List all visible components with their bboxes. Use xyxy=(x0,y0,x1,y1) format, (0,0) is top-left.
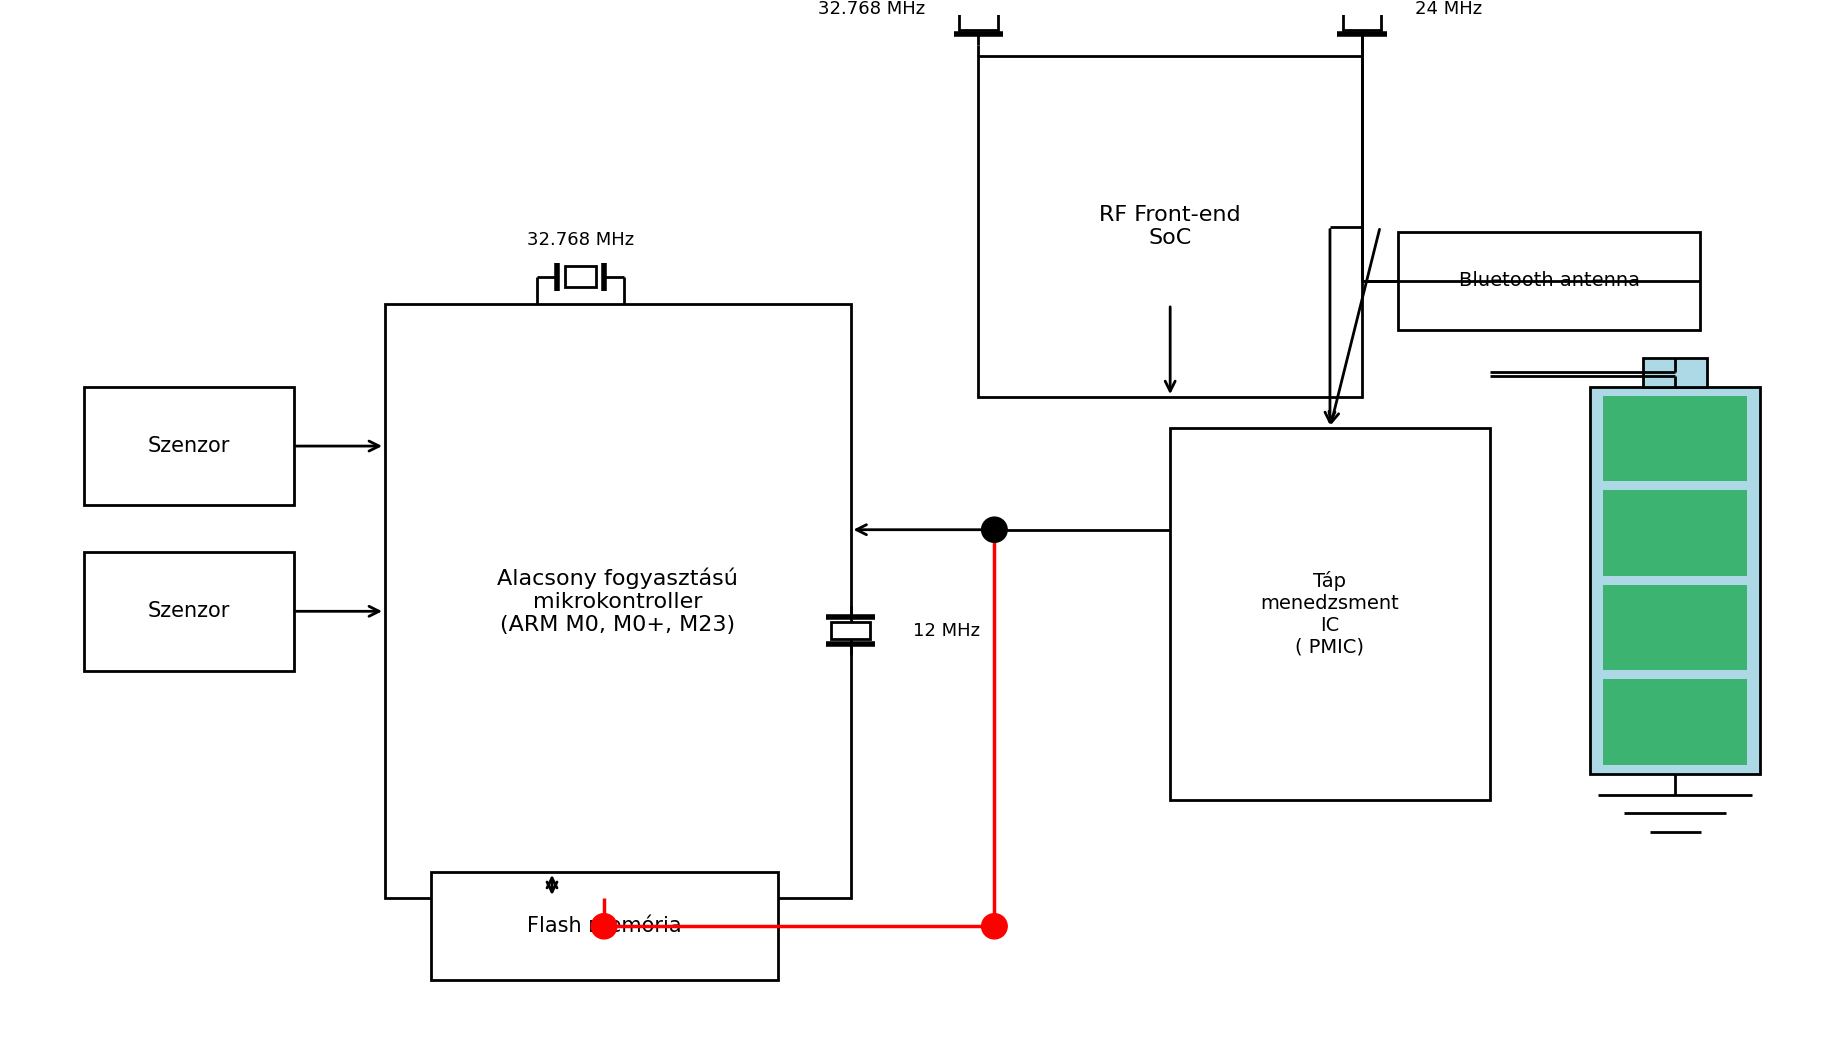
Bar xyxy=(565,265,596,287)
Bar xyxy=(84,387,294,506)
Text: RF Front-end
SoC: RF Front-end SoC xyxy=(1099,205,1242,249)
Bar xyxy=(430,872,777,981)
Bar xyxy=(1399,232,1699,329)
Bar xyxy=(1171,428,1491,799)
Text: Szenzor: Szenzor xyxy=(148,436,230,456)
Bar xyxy=(979,57,1363,397)
Text: Bluetooth antenna: Bluetooth antenna xyxy=(1458,272,1639,291)
Ellipse shape xyxy=(982,914,1008,939)
Text: 12 MHz: 12 MHz xyxy=(913,622,980,640)
Text: 32.768 MHz: 32.768 MHz xyxy=(527,231,635,249)
Text: Flash memória: Flash memória xyxy=(527,916,682,937)
Ellipse shape xyxy=(591,914,616,939)
Ellipse shape xyxy=(982,517,1008,542)
Bar xyxy=(1342,13,1381,29)
Bar xyxy=(1602,395,1747,481)
Text: Táp
menedzsment
IC
( PMIC): Táp menedzsment IC ( PMIC) xyxy=(1260,571,1399,657)
Bar xyxy=(84,552,294,670)
Bar xyxy=(960,13,997,29)
Text: Alacsony fogyasztású
mikrokontroller
(ARM M0, M0+, M23): Alacsony fogyasztású mikrokontroller (AR… xyxy=(497,568,739,635)
Text: Szenzor: Szenzor xyxy=(148,601,230,621)
Text: 32.768 MHz: 32.768 MHz xyxy=(818,0,925,18)
Bar xyxy=(832,622,869,640)
Bar xyxy=(1602,491,1747,576)
Bar xyxy=(1642,358,1706,387)
Bar xyxy=(1602,585,1747,670)
Text: 24 MHz: 24 MHz xyxy=(1416,0,1481,18)
Bar xyxy=(1589,387,1759,774)
Bar xyxy=(1602,680,1747,765)
Bar xyxy=(384,304,850,898)
